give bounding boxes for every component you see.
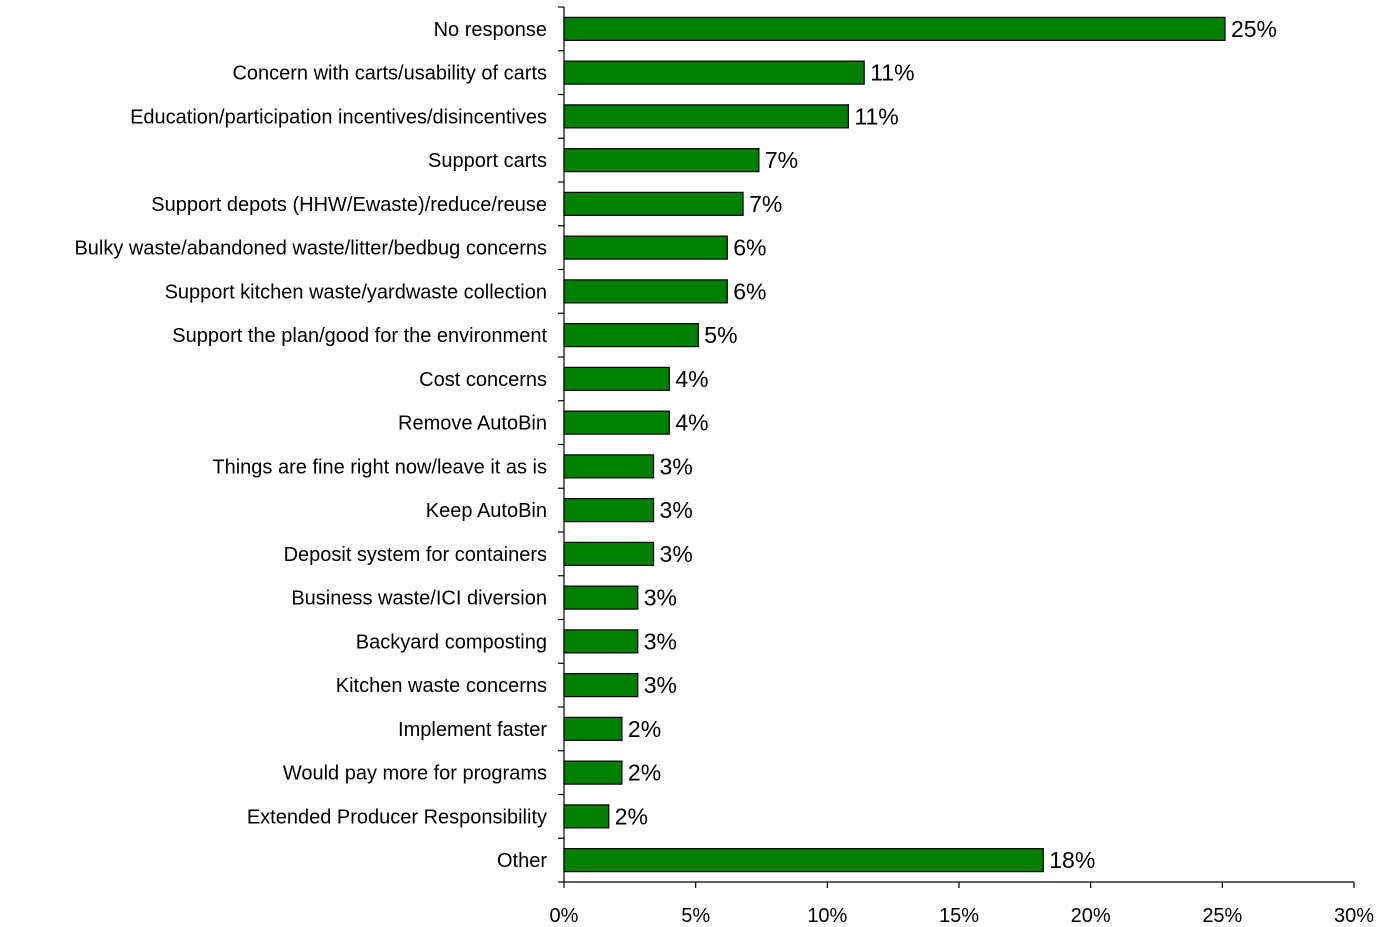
data-label: 25% — [1231, 16, 1277, 42]
bar — [563, 673, 639, 698]
data-label: 18% — [1049, 847, 1095, 873]
x-tick-label: 10% — [807, 905, 847, 927]
data-label: 3% — [660, 541, 693, 567]
bar — [563, 541, 655, 566]
bar — [563, 366, 670, 391]
data-label: 7% — [749, 191, 782, 217]
x-tick-label: 20% — [1071, 905, 1111, 927]
category-label: Keep AutoBin — [426, 500, 547, 522]
category-label: Would pay more for programs — [283, 763, 547, 785]
category-label: Bulky waste/abandoned waste/litter/bedbu… — [74, 238, 547, 260]
category-label: Support the plan/good for the environmen… — [172, 325, 547, 347]
bar — [563, 716, 623, 741]
category-label: Things are fine right now/leave it as is — [212, 456, 547, 478]
bar — [563, 760, 623, 785]
category-label: No response — [434, 19, 547, 41]
category-label: Support depots (HHW/Ewaste)/reduce/reuse — [151, 194, 547, 216]
category-labels: No response Concern with carts/usability … — [74, 19, 547, 872]
data-label: 7% — [765, 147, 798, 173]
category-label: Deposit system for containers — [284, 544, 547, 566]
bar — [563, 279, 728, 304]
data-label: 3% — [644, 585, 677, 611]
category-label: Support carts — [428, 150, 547, 172]
bar — [563, 104, 849, 129]
x-tick-label: 25% — [1202, 905, 1242, 927]
data-labels: 25% 11% 11% 7% 7% 6% 6% 5% 4% 4% 3% 3% 3% 3% 3% 3% 2% 2% 2… — [615, 16, 1277, 873]
bar — [563, 191, 744, 216]
category-label: Kitchen waste concerns — [336, 675, 547, 697]
data-label: 2% — [628, 760, 661, 786]
category-label: Remove AutoBin — [398, 413, 547, 435]
data-label: 4% — [675, 410, 708, 436]
category-label: Backyard composting — [356, 631, 547, 653]
x-tick-label: 0% — [550, 905, 579, 927]
bar — [563, 848, 1044, 873]
bar — [563, 454, 655, 479]
category-label: Other — [497, 850, 547, 872]
x-tick-label: 30% — [1334, 905, 1374, 927]
x-tick-label: 5% — [681, 905, 710, 927]
category-label: Cost concerns — [419, 369, 547, 391]
category-label: Extended Producer Responsibility — [247, 806, 547, 828]
data-label: 5% — [704, 322, 737, 348]
axes — [558, 6, 1354, 883]
data-label: 2% — [615, 803, 648, 829]
data-label: 11% — [854, 103, 898, 129]
data-label: 4% — [675, 366, 708, 392]
x-axis-ticks: 0% 5% 10% 15% 20% 25% 30% — [550, 882, 1374, 927]
data-label: 3% — [660, 497, 693, 523]
bar — [563, 235, 728, 260]
category-label: Support kitchen waste/yardwaste collecti… — [165, 281, 547, 303]
data-label: 2% — [628, 716, 661, 742]
category-label: Business waste/ICI diversion — [291, 588, 547, 610]
category-label: Education/participation incentives/disin… — [130, 106, 547, 128]
x-tick-label: 15% — [939, 905, 979, 927]
bar — [563, 498, 655, 523]
category-label: Concern with carts/usability of carts — [232, 63, 547, 85]
bar — [563, 629, 639, 654]
data-label: 3% — [644, 672, 677, 698]
data-label: 11% — [870, 60, 914, 86]
bar — [563, 60, 865, 85]
data-label: 6% — [733, 278, 766, 304]
bar — [563, 323, 699, 348]
bar — [563, 16, 1226, 41]
data-label: 3% — [660, 453, 693, 479]
category-label: Implement faster — [398, 719, 547, 741]
data-label: 3% — [644, 628, 677, 654]
bar — [563, 410, 670, 435]
bars-group — [563, 16, 1226, 873]
bar — [563, 585, 639, 610]
data-label: 6% — [733, 235, 766, 261]
bar — [563, 148, 760, 173]
bar — [563, 804, 610, 829]
